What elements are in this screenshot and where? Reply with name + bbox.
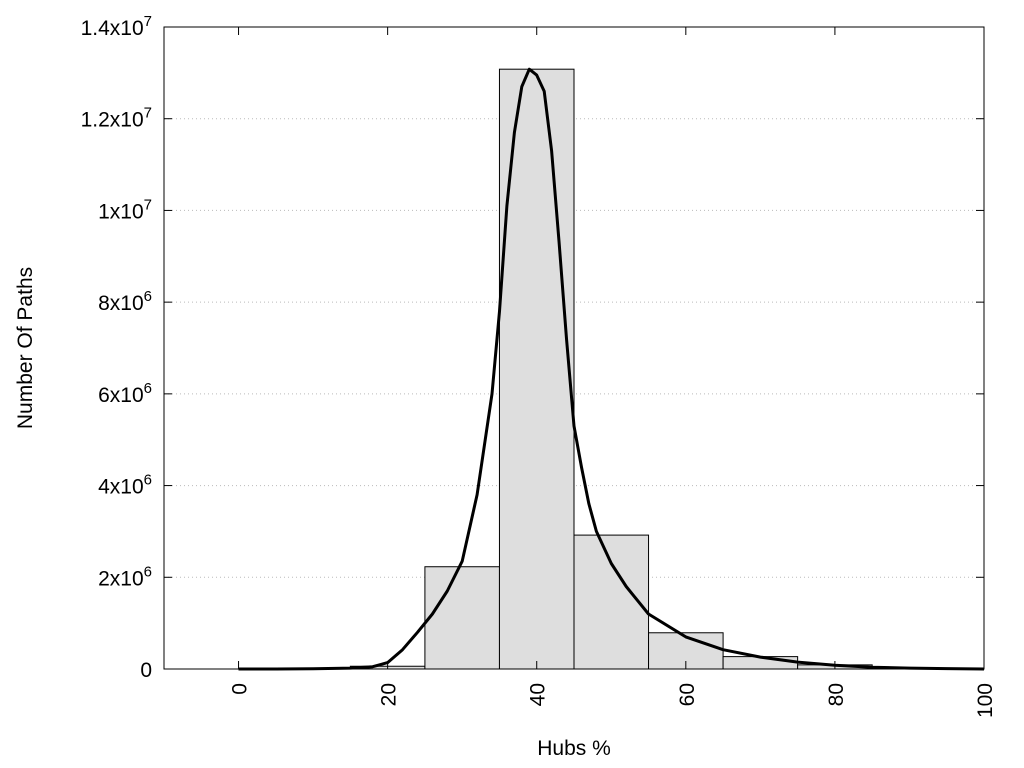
x-axis-label: Hubs %	[537, 737, 611, 760]
x-tick-label: 80	[825, 683, 848, 706]
fit-curve	[238, 67, 985, 671]
plot-frame	[163, 26, 985, 670]
x-tick-label: 60	[676, 683, 699, 706]
x-tick-label: 100	[974, 683, 997, 718]
y-tick-label: 0	[140, 659, 152, 682]
histogram-bars	[275, 68, 948, 670]
y-axis-ticks: 0 2x106 4x106 6x106 8x106 1x107 1.2x107 1.4x107	[81, 13, 984, 682]
x-tick-label: 20	[378, 683, 401, 706]
histogram-bar	[424, 566, 500, 670]
y-tick-label: 2x106	[98, 563, 152, 590]
y-tick-label: 8x106	[98, 288, 152, 315]
x-axis-ticks: 0 20 40 60 80 100	[229, 27, 997, 718]
y-tick-label: 1.2x107	[81, 105, 152, 132]
y-tick-label: 1.4x107	[81, 13, 152, 40]
grid-lines	[164, 118, 984, 578]
y-tick-label: 1x107	[98, 196, 152, 223]
x-tick-label: 0	[229, 683, 252, 695]
y-axis-label: Number Of Paths	[14, 267, 37, 429]
y-tick-label: 6x106	[98, 380, 152, 407]
y-tick-label: 4x106	[98, 472, 152, 499]
x-tick-label: 40	[527, 683, 550, 706]
